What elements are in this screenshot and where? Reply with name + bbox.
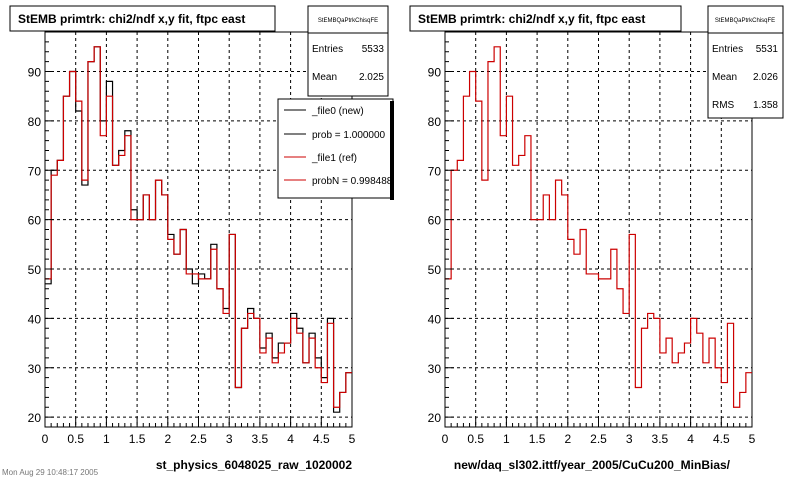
y-tick-label: 90 xyxy=(28,66,42,80)
legend-label: probN = 0.998488 xyxy=(312,176,393,187)
stats-name: StEMBQaPtrkChisqFE xyxy=(318,18,378,24)
chart-title: StEMB primtrk: chi2/ndf x,y fit, ftpc ea… xyxy=(418,12,645,26)
x-tick-label: 4.5 xyxy=(313,432,330,446)
x-tick-label: 2.5 xyxy=(190,432,207,446)
chart-title: StEMB primtrk: chi2/ndf x,y fit, ftpc ea… xyxy=(18,12,245,26)
x-tick-label: 1.5 xyxy=(529,432,546,446)
series-line-ref xyxy=(445,46,752,408)
stats-label: RMS xyxy=(712,100,735,111)
stats-value: 1.358 xyxy=(753,100,778,111)
stats-value: 2.025 xyxy=(359,72,384,83)
y-tick-label: 50 xyxy=(28,263,42,277)
y-tick-label: 20 xyxy=(28,411,42,425)
y-tick-label: 80 xyxy=(428,115,442,129)
legend-label: _file1 (ref) xyxy=(311,153,357,164)
x-tick-label: 0 xyxy=(42,432,49,446)
y-tick-label: 80 xyxy=(28,115,42,129)
stats-label: Mean xyxy=(312,72,337,83)
x-tick-label: 3 xyxy=(226,432,233,446)
x-tick-label: 4 xyxy=(287,432,294,446)
y-tick-label: 90 xyxy=(428,66,442,80)
x-tick-label: 0.5 xyxy=(467,432,484,446)
x-tick-label: 5 xyxy=(349,432,356,446)
x-tick-label: 1 xyxy=(103,432,110,446)
stats-value: 5531 xyxy=(756,44,779,55)
stats-value: 5533 xyxy=(362,44,385,55)
stats-box: StEMBQaPtrkChisqFE Entries 5531 Mean 2.0… xyxy=(707,5,784,119)
stats-label: Mean xyxy=(712,72,737,83)
y-tick-label: 40 xyxy=(28,312,42,326)
x-tick-label: 2 xyxy=(564,432,571,446)
series-group xyxy=(445,46,752,408)
axes: 0 0.5 1 1.5 2 2.5 3 3.5 4 4.5 5 20 30 40 50 60 70 80 90 xyxy=(428,31,756,446)
stats-label: Entries xyxy=(312,44,343,55)
legend-label: prob = 1.000000 xyxy=(312,130,386,141)
x-tick-label: 2 xyxy=(164,432,171,446)
left-pad: 0 0.5 1 1.5 2 2.5 3 3.5 4 4.5 5 20 30 40 50 60 70 80 90 St… xyxy=(9,5,394,472)
stats-name: StEMBQaPtrkChisqFE xyxy=(715,18,775,24)
x-tick-label: 4 xyxy=(687,432,694,446)
y-tick-label: 60 xyxy=(28,214,42,228)
x-tick-label: 4.5 xyxy=(713,432,730,446)
y-tick-label: 20 xyxy=(428,411,442,425)
axes: 0 0.5 1 1.5 2 2.5 3 3.5 4 4.5 5 20 30 40 50 60 70 80 90 xyxy=(28,31,356,446)
series-line-ref xyxy=(45,46,352,408)
y-tick-label: 70 xyxy=(28,164,42,178)
stats-box: StEMBQaPtrkChisqFE Entries 5533 Mean 2.0… xyxy=(307,5,389,97)
x-tick-label: 3.5 xyxy=(252,432,269,446)
x-tick-label: 3 xyxy=(626,432,633,446)
x-tick-label: 0 xyxy=(442,432,449,446)
grid xyxy=(45,32,352,427)
x-axis-title: st_physics_6048025_raw_1020002 xyxy=(156,458,352,472)
x-tick-label: 0.5 xyxy=(67,432,84,446)
y-tick-label: 70 xyxy=(428,164,442,178)
x-axis-title: new/daq_sl302.ittf/year_2005/CuCu200_Min… xyxy=(454,458,731,472)
stats-label: Entries xyxy=(712,44,743,55)
x-tick-label: 3.5 xyxy=(652,432,669,446)
legend-label: _file0 (new) xyxy=(311,106,364,117)
y-tick-label: 50 xyxy=(428,263,442,277)
timestamp-footer: Mon Aug 29 10:48:17 2005 xyxy=(2,468,99,477)
y-tick-label: 40 xyxy=(428,312,442,326)
x-tick-label: 2.5 xyxy=(590,432,607,446)
x-tick-label: 1.5 xyxy=(129,432,146,446)
series-group xyxy=(45,46,352,413)
grid xyxy=(445,32,752,427)
y-tick-label: 60 xyxy=(428,214,442,228)
title-box: StEMB primtrk: chi2/ndf x,y fit, ftpc ea… xyxy=(9,5,276,32)
right-pad: 0 0.5 1 1.5 2 2.5 3 3.5 4 4.5 5 20 30 40 50 60 70 80 90 St… xyxy=(409,5,784,472)
x-tick-label: 1 xyxy=(503,432,510,446)
legend: _file0 (new) prob = 1.000000 _file1 (ref… xyxy=(277,98,394,200)
y-tick-label: 30 xyxy=(428,362,442,376)
y-tick-label: 30 xyxy=(28,362,42,376)
stats-value: 2.026 xyxy=(753,72,778,83)
x-tick-label: 5 xyxy=(749,432,756,446)
title-box: StEMB primtrk: chi2/ndf x,y fit, ftpc ea… xyxy=(409,5,682,32)
